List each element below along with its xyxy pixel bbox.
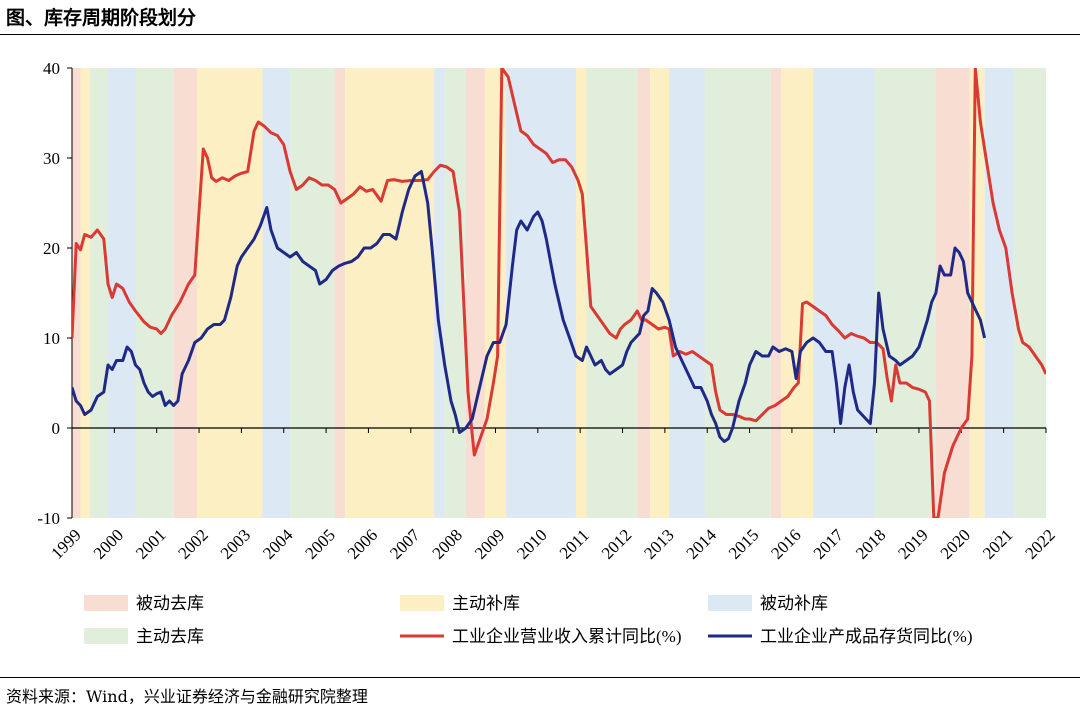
phase-band-1 bbox=[80, 68, 90, 518]
series-lines bbox=[72, 68, 1046, 518]
x-tick-label: 2021 bbox=[979, 525, 1016, 562]
x-tick-label: 2011 bbox=[556, 526, 593, 563]
inventory-growth-line bbox=[72, 170, 987, 443]
x-tick-label: 1999 bbox=[47, 525, 84, 562]
phase-band-14 bbox=[484, 68, 507, 518]
legend-swatch bbox=[84, 595, 128, 611]
legend-label: 主动补库 bbox=[452, 594, 520, 613]
source-note: 资料来源：Wind，兴业证券经济与金融研究院整理 bbox=[6, 687, 368, 706]
phase-band-19 bbox=[650, 68, 670, 518]
phase-band-21 bbox=[705, 68, 771, 518]
phase-band-12 bbox=[444, 68, 466, 518]
legend-swatch bbox=[84, 628, 128, 644]
phase-band-22 bbox=[770, 68, 782, 518]
phase-band-7 bbox=[262, 68, 291, 518]
title-rule bbox=[0, 34, 1080, 35]
legend-label: 工业企业产成品存货同比(%) bbox=[760, 627, 972, 646]
phase-band-8 bbox=[290, 68, 335, 518]
phase-band-18 bbox=[637, 68, 651, 518]
legend-swatch bbox=[400, 595, 444, 611]
legend-label: 主动去库 bbox=[136, 627, 204, 646]
x-tick-label: 2018 bbox=[852, 525, 889, 562]
x-tick-label: 2000 bbox=[90, 525, 127, 562]
x-tick-label: 2004 bbox=[259, 525, 297, 563]
x-tick-label: 2019 bbox=[894, 525, 931, 562]
phase-band-25 bbox=[874, 68, 936, 518]
x-tick-label: 2006 bbox=[344, 525, 381, 562]
x-tick-label: 2003 bbox=[217, 525, 254, 562]
inventory-cycle-chart: -10 0 10 20 30 40 1999 2000 2001 2002 2003 2004 2005… bbox=[37, 59, 1059, 646]
phase-band-0 bbox=[72, 68, 81, 518]
phase-band-29 bbox=[1014, 68, 1046, 518]
legend-label: 被动去库 bbox=[136, 594, 204, 613]
x-tick-label: 2012 bbox=[598, 525, 635, 562]
source-rule bbox=[0, 677, 1080, 678]
legend-label: 被动补库 bbox=[760, 594, 828, 613]
y-tick-label: 20 bbox=[43, 239, 60, 258]
x-tick-label: 2016 bbox=[767, 525, 804, 562]
x-tick-label: 2022 bbox=[1021, 525, 1058, 562]
x-tick-label: 2008 bbox=[429, 525, 466, 562]
x-tick-label: 2010 bbox=[513, 525, 550, 562]
phase-band-24 bbox=[813, 68, 875, 518]
phase-bands bbox=[72, 68, 1046, 518]
x-tick-label: 2013 bbox=[640, 525, 677, 562]
phase-band-20 bbox=[669, 68, 706, 518]
figure-title: 图、库存周期阶段划分 bbox=[6, 7, 197, 29]
phase-band-9 bbox=[334, 68, 346, 518]
phase-band-23 bbox=[781, 68, 814, 518]
phase-band-2 bbox=[89, 68, 108, 518]
x-tick-label: 2001 bbox=[132, 525, 169, 562]
x-tick-label: 2009 bbox=[471, 525, 508, 562]
y-tick-label: -10 bbox=[37, 509, 60, 528]
legend-swatch bbox=[708, 595, 752, 611]
x-tick-label: 2007 bbox=[386, 525, 424, 563]
x-tick-label: 2005 bbox=[301, 525, 338, 562]
x-tick-label: 2020 bbox=[937, 525, 974, 562]
phase-band-28 bbox=[984, 68, 1015, 518]
legend-label: 工业企业营业收入累计同比(%) bbox=[452, 627, 681, 646]
y-tick-label: 30 bbox=[43, 149, 60, 168]
phase-band-17 bbox=[586, 68, 638, 518]
x-tick-label: 2015 bbox=[725, 525, 762, 562]
y-tick-label: 0 bbox=[52, 419, 61, 438]
phase-band-16 bbox=[575, 68, 587, 518]
phase-band-4 bbox=[135, 68, 174, 518]
x-tick-label: 2014 bbox=[683, 525, 721, 563]
revenue-growth-line bbox=[72, 68, 1046, 518]
y-tick-label: 10 bbox=[43, 329, 60, 348]
x-tick-label: 2002 bbox=[174, 525, 211, 562]
phase-band-15 bbox=[506, 68, 576, 518]
y-tick-label: 40 bbox=[43, 59, 60, 78]
phase-band-10 bbox=[345, 68, 435, 518]
x-tick-label: 2017 bbox=[810, 525, 848, 563]
phase-band-11 bbox=[434, 68, 445, 518]
